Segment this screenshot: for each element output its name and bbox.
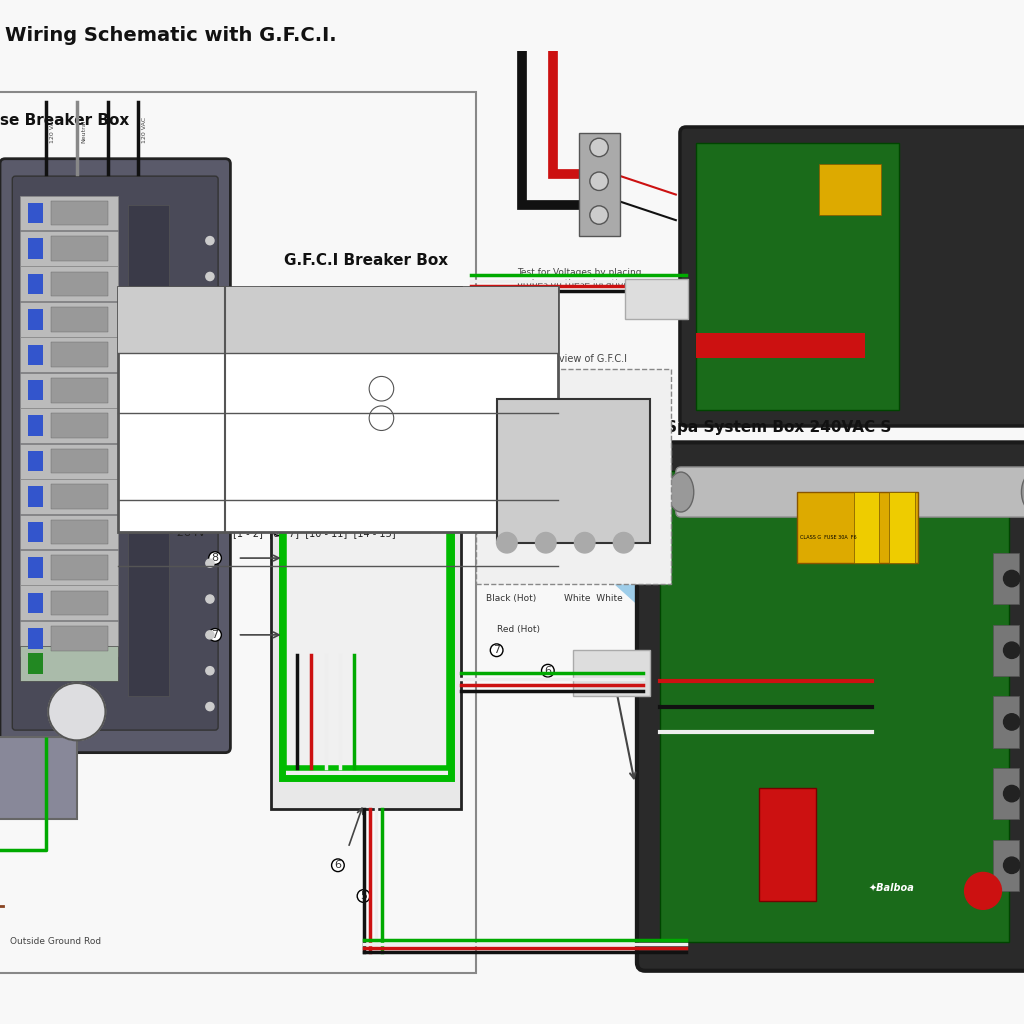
Circle shape — [206, 380, 214, 388]
Text: Spa System Box 240VAC S: Spa System Box 240VAC S — [666, 420, 891, 435]
Bar — [271, 287, 461, 809]
Circle shape — [497, 532, 517, 553]
Circle shape — [206, 237, 214, 245]
Circle shape — [536, 532, 556, 553]
Bar — [28, 522, 43, 543]
Text: ✦Balboa: ✦Balboa — [868, 883, 914, 893]
Text: Neutral: Neutral — [81, 120, 86, 143]
FancyBboxPatch shape — [12, 176, 218, 730]
Bar — [993, 768, 1019, 819]
Bar — [28, 309, 43, 330]
Bar — [20, 479, 118, 514]
Circle shape — [206, 559, 214, 567]
Ellipse shape — [669, 472, 694, 512]
Text: 120 VAC: 120 VAC — [50, 117, 55, 143]
Bar — [51, 342, 108, 367]
Circle shape — [574, 532, 595, 553]
Circle shape — [48, 683, 105, 740]
FancyBboxPatch shape — [676, 467, 1024, 517]
Text: 10: 10 — [208, 358, 222, 369]
Bar — [51, 520, 108, 545]
Circle shape — [1004, 857, 1020, 873]
Bar — [20, 443, 118, 478]
Bar — [476, 369, 671, 584]
Circle shape — [369, 406, 393, 430]
Circle shape — [206, 272, 214, 281]
Text: White  White: White White — [563, 594, 623, 603]
Bar — [51, 201, 108, 225]
Circle shape — [590, 172, 608, 190]
Bar — [20, 646, 118, 681]
Text: 6: 6 — [335, 860, 341, 870]
Circle shape — [206, 667, 214, 675]
Circle shape — [1004, 642, 1020, 658]
Circle shape — [206, 631, 214, 639]
Bar — [434, 384, 453, 420]
Bar — [28, 593, 43, 613]
Text: Red (Hot): Red (Hot) — [497, 625, 540, 634]
Bar — [282, 307, 451, 778]
Bar — [28, 380, 43, 400]
Circle shape — [590, 138, 608, 157]
Bar — [28, 451, 43, 471]
Circle shape — [206, 595, 214, 603]
Bar — [0, 737, 77, 819]
Bar — [28, 486, 43, 507]
Bar — [434, 476, 453, 512]
Text: 216V - 264V: 216V - 264V — [137, 528, 206, 538]
Bar — [20, 550, 118, 585]
Bar — [28, 344, 43, 365]
Bar — [579, 133, 620, 236]
Text: [1 - 3]  [5 - 6]  [5 - 10]  [12 - 14]  [13 - 14]
[2 - 3]  [5 - 7]  [5 - 11]  [12: [1 - 3] [5 - 6] [5 - 10] [12 - 14] [13 -… — [233, 444, 438, 468]
Circle shape — [206, 487, 214, 496]
FancyBboxPatch shape — [680, 127, 1024, 426]
Text: G.F.C.I Breaker Box: G.F.C.I Breaker Box — [284, 253, 449, 268]
Bar — [51, 626, 108, 650]
Bar — [51, 237, 108, 261]
Bar — [0, 92, 476, 973]
Bar — [333, 348, 430, 532]
Circle shape — [369, 377, 393, 401]
Text: Outside Ground Rod: Outside Ground Rod — [10, 937, 101, 946]
Text: se Breaker Box: se Breaker Box — [0, 113, 129, 128]
Bar — [28, 628, 43, 648]
Text: [1 - 2]  [6 - 7]  [10 - 11]  [14 - 15]: [1 - 2] [6 - 7] [10 - 11] [14 - 15] — [233, 528, 396, 538]
Bar — [854, 492, 879, 563]
Circle shape — [965, 872, 1001, 909]
Circle shape — [1004, 785, 1020, 802]
Bar — [51, 378, 108, 402]
Bar — [28, 653, 43, 674]
Text: Bottom view of G.F.C.I: Bottom view of G.F.C.I — [520, 353, 627, 364]
Bar — [993, 840, 1019, 891]
Text: [3 - 4]  [5 - 8]  [5 - 9]     [12 - 13]: [3 - 4] [5 - 8] [5 - 9] [12 - 13] — [233, 378, 393, 388]
Text: 120 VAC: 120 VAC — [142, 117, 147, 143]
Bar — [20, 266, 118, 301]
Text: 7: 7 — [212, 630, 218, 640]
Bar — [20, 302, 118, 337]
Bar — [20, 621, 118, 655]
Circle shape — [206, 523, 214, 531]
Text: 13: 13 — [272, 471, 287, 481]
Bar — [993, 553, 1019, 604]
Bar — [696, 333, 865, 358]
Text: 4: 4 — [596, 681, 602, 691]
Bar — [819, 164, 881, 215]
Text: Wiring Schematic with G.F.C.I.: Wiring Schematic with G.F.C.I. — [5, 26, 337, 45]
Bar — [128, 205, 169, 696]
Text: 12: 12 — [272, 522, 287, 532]
Bar — [51, 307, 108, 332]
Bar — [20, 337, 118, 372]
Bar — [20, 586, 118, 621]
Bar — [660, 471, 1009, 942]
Bar — [28, 239, 43, 259]
Text: 6: 6 — [545, 666, 551, 676]
Bar — [797, 492, 918, 563]
Text: 5: 5 — [360, 891, 367, 901]
Bar — [28, 416, 43, 436]
Circle shape — [1004, 570, 1020, 587]
Bar — [51, 484, 108, 509]
Bar — [889, 492, 915, 563]
Bar — [51, 591, 108, 615]
Bar — [51, 271, 108, 296]
Bar — [20, 196, 118, 230]
